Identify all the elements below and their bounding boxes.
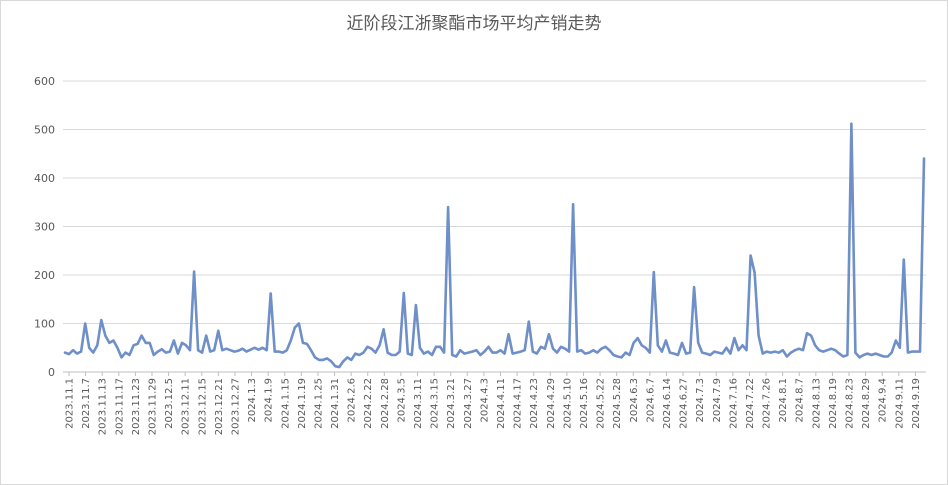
x-tick-label: 2024.7.22 bbox=[745, 378, 756, 429]
x-tick-label: 2024.3.27 bbox=[463, 378, 474, 429]
x-tick-label: 2024.6.3 bbox=[629, 378, 640, 423]
x-tick-label: 2024.1.19 bbox=[297, 378, 308, 429]
x-tick-label: 2024.7.9 bbox=[712, 378, 723, 423]
x-tick-label: 2024.3.15 bbox=[430, 378, 441, 429]
x-tick-label: 2023.12.5 bbox=[164, 378, 175, 429]
x-tick-label: 2024.7.16 bbox=[728, 378, 739, 429]
x-tick-label: 2023.12.11 bbox=[181, 378, 192, 435]
y-tick-label: 600 bbox=[34, 75, 55, 88]
x-tick-label: 2024.9.11 bbox=[894, 378, 905, 429]
x-tick-label: 2024.6.7 bbox=[645, 378, 656, 423]
x-tick-label: 2023.11.1 bbox=[65, 378, 76, 429]
x-tick-label: 2024.9.4 bbox=[878, 378, 889, 423]
series-line bbox=[63, 122, 926, 369]
x-tick-label: 2024.2.28 bbox=[380, 378, 391, 429]
x-tick-label: 2024.2.6 bbox=[347, 378, 358, 423]
y-tick-label: 100 bbox=[34, 318, 55, 331]
x-tick-label: 2023.11.23 bbox=[131, 378, 142, 435]
y-axis-ticks: 0 100 200 300 400 500 600 bbox=[34, 75, 55, 379]
x-tick-label: 2024.1.31 bbox=[330, 378, 341, 429]
x-tick-label: 2024.4.23 bbox=[529, 378, 540, 429]
x-tick-label: 2024.1.25 bbox=[313, 378, 324, 429]
x-tick-label: 2024.3.21 bbox=[446, 378, 457, 429]
x-tick-label: 2024.5.22 bbox=[596, 378, 607, 429]
x-tick-label: 2024.5.16 bbox=[579, 378, 590, 429]
x-tick-label: 2024.7.3 bbox=[695, 378, 706, 423]
x-tick-label: 2024.7.26 bbox=[762, 378, 773, 429]
x-tick-label: 2024.8.23 bbox=[845, 378, 856, 429]
x-tick-label: 2024.3.11 bbox=[413, 378, 424, 429]
x-axis-ticks: 2023.11.1 2023.11.7 2023.11.13 2023.11.17 20… bbox=[65, 372, 922, 435]
x-tick-label: 2024.4.3 bbox=[479, 378, 490, 423]
x-tick-label: 2023.12.15 bbox=[197, 378, 208, 435]
y-tick-label: 300 bbox=[34, 221, 55, 234]
x-tick-label: 2024.6.14 bbox=[662, 378, 673, 429]
x-tick-label: 2023.11.29 bbox=[147, 378, 158, 435]
series-layer bbox=[63, 122, 926, 369]
y-tick-label: 400 bbox=[34, 172, 55, 185]
x-tick-label: 2024.4.11 bbox=[496, 378, 507, 429]
x-tick-label: 2023.11.7 bbox=[81, 378, 92, 429]
x-tick-label: 2024.8.19 bbox=[828, 378, 839, 429]
x-tick-label: 2024.8.1 bbox=[778, 378, 789, 423]
x-tick-label: 2024.5.28 bbox=[612, 378, 623, 429]
y-tick-label: 500 bbox=[34, 124, 55, 137]
x-tick-label: 2024.8.29 bbox=[861, 378, 872, 429]
x-tick-label: 2024.4.17 bbox=[513, 378, 524, 429]
x-tick-label: 2024.3.5 bbox=[396, 378, 407, 423]
y-tick-label: 200 bbox=[34, 269, 55, 282]
x-tick-label: 2023.12.21 bbox=[214, 378, 225, 435]
x-tick-label: 2023.11.13 bbox=[98, 378, 109, 435]
y-tick-label: 0 bbox=[48, 366, 55, 379]
grid-lines bbox=[63, 80, 926, 324]
x-tick-label: 2024.4.29 bbox=[546, 378, 557, 429]
x-tick-label: 2024.8.13 bbox=[811, 378, 822, 429]
x-tick-label: 2024.5.10 bbox=[562, 378, 573, 429]
x-tick-label: 2024.2.22 bbox=[363, 378, 374, 429]
x-tick-label: 2024.6.27 bbox=[679, 378, 690, 429]
x-tick-label: 2024.1.15 bbox=[280, 378, 291, 429]
x-tick-label: 2024.9.19 bbox=[911, 378, 922, 429]
x-tick-label: 2024.1.3 bbox=[247, 378, 258, 423]
x-tick-label: 2024.8.7 bbox=[795, 378, 806, 423]
x-tick-label: 2024.1.9 bbox=[264, 378, 275, 423]
chart-title: 近阶段江浙聚酯市场平均产销走势 bbox=[346, 14, 602, 34]
x-tick-label: 2023.11.17 bbox=[114, 378, 125, 435]
x-tick-label: 2023.12.27 bbox=[230, 378, 241, 435]
